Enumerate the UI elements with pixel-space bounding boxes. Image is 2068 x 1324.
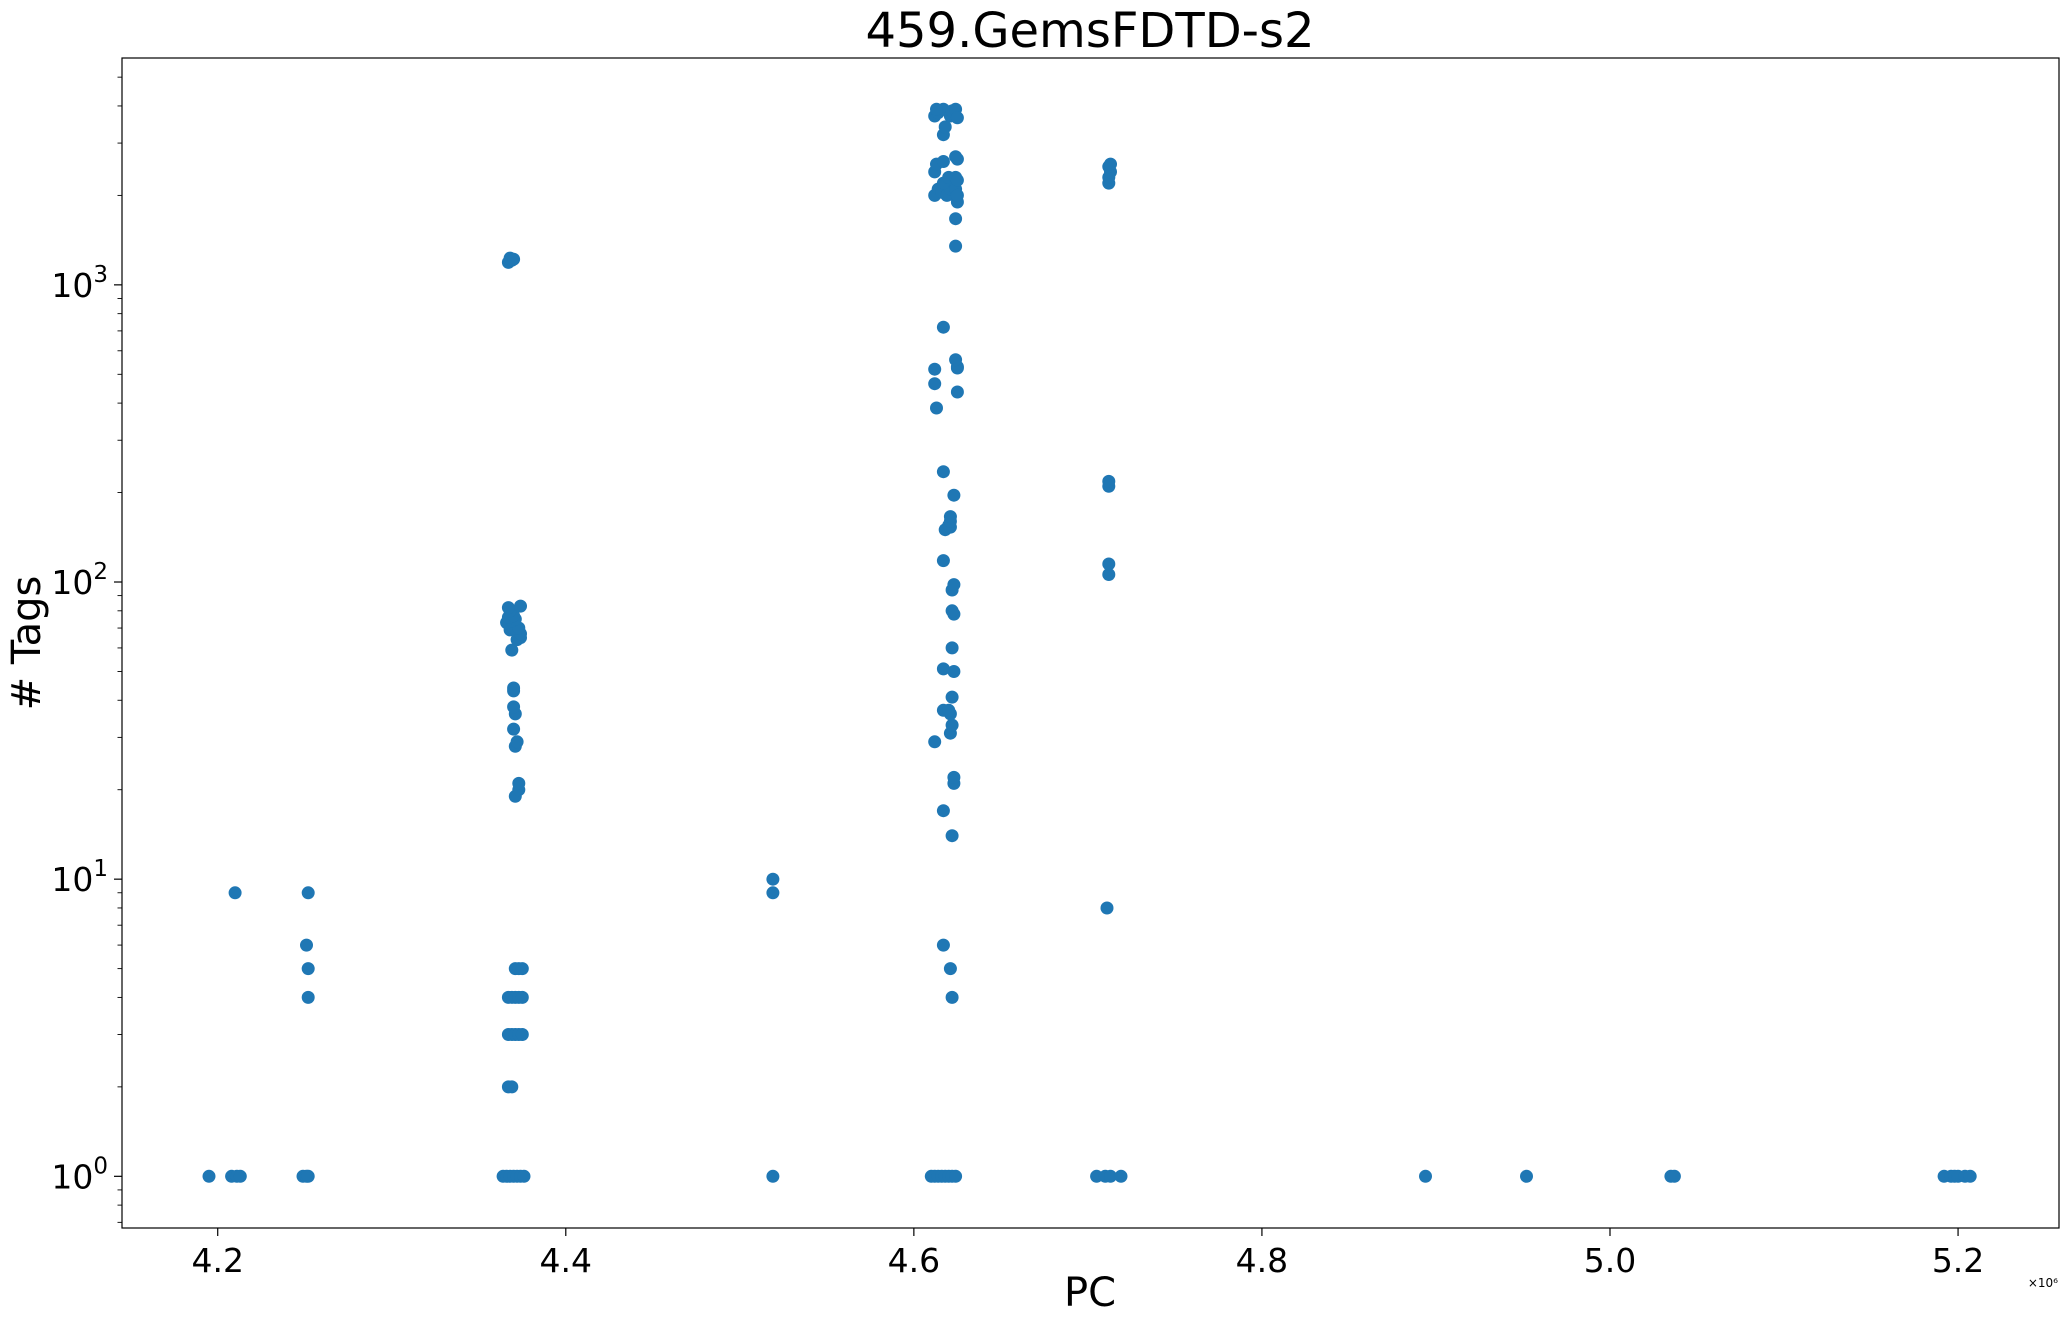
data-point xyxy=(928,362,942,376)
x-axis-label: PC xyxy=(1064,1270,1116,1316)
y-tick-label: 100 xyxy=(51,1153,108,1196)
data-point xyxy=(945,990,959,1004)
data-point xyxy=(936,804,950,818)
data-point xyxy=(945,718,959,732)
data-point xyxy=(517,1169,531,1183)
data-point xyxy=(936,465,950,479)
data-point xyxy=(515,1028,529,1041)
data-point xyxy=(943,510,957,524)
data-point xyxy=(1667,1169,1681,1183)
data-point xyxy=(1114,1169,1128,1183)
data-point xyxy=(1102,568,1116,581)
data-point xyxy=(1104,1169,1117,1183)
chart-title: 459.GemsFDTD-s2 xyxy=(865,3,1314,59)
x-axis: 4.2 4.4 4.6 4.8 5.0 5.2 xyxy=(191,1228,1984,1280)
data-point xyxy=(950,111,964,125)
data-point xyxy=(228,886,242,900)
data-point xyxy=(507,722,521,736)
data-point xyxy=(510,735,524,749)
data-point xyxy=(300,938,313,952)
data-point xyxy=(766,886,780,900)
data-point xyxy=(515,962,529,976)
y-tick-label: 103 xyxy=(51,262,108,305)
data-point xyxy=(1963,1169,1977,1183)
x-offset-label: ×10⁶ xyxy=(2028,1276,2058,1290)
data-point xyxy=(950,385,964,399)
x-tick-label: 4.2 xyxy=(191,1241,243,1280)
data-point xyxy=(928,735,942,749)
data-point xyxy=(1102,557,1116,571)
data-point xyxy=(949,353,963,367)
data-point xyxy=(505,643,519,657)
data-point xyxy=(514,599,527,613)
data-point xyxy=(507,252,521,266)
x-tick-label: 5.2 xyxy=(1932,1241,1984,1280)
data-point xyxy=(936,320,950,334)
y-axis: 100 101 102 103 xyxy=(51,76,122,1223)
data-point xyxy=(950,173,964,187)
data-point xyxy=(945,641,959,655)
data-point xyxy=(949,1169,963,1183)
plot-frame xyxy=(121,57,2060,1229)
data-point xyxy=(942,703,956,717)
data-point xyxy=(945,829,959,843)
y-axis-label: # Tags xyxy=(4,576,50,711)
data-point xyxy=(945,604,959,618)
x-tick-label: 4.8 xyxy=(1236,1241,1288,1280)
data-point xyxy=(1520,1169,1533,1183)
data-point xyxy=(507,700,521,714)
data-point xyxy=(936,662,950,676)
data-point xyxy=(501,601,515,615)
data-point xyxy=(301,962,315,976)
data-point xyxy=(301,1169,315,1183)
data-point xyxy=(947,578,961,592)
data-point xyxy=(1100,901,1114,915)
data-point xyxy=(233,1169,247,1183)
data-point xyxy=(515,990,529,1004)
data-point xyxy=(947,665,961,678)
data-point xyxy=(945,690,959,704)
data-points xyxy=(202,102,1977,1183)
data-point xyxy=(943,962,957,976)
data-point xyxy=(1102,474,1116,488)
data-point xyxy=(936,155,950,168)
y-tick-label: 101 xyxy=(51,856,108,899)
data-point xyxy=(301,886,315,900)
data-point xyxy=(930,102,943,116)
data-point xyxy=(1104,157,1117,171)
data-point xyxy=(950,188,964,202)
data-point xyxy=(936,938,950,952)
y-tick-label: 102 xyxy=(51,559,108,602)
data-point xyxy=(947,488,961,502)
data-point xyxy=(507,681,521,695)
data-point xyxy=(301,990,315,1004)
data-point xyxy=(766,872,780,886)
x-tick-label: 4.4 xyxy=(540,1241,592,1280)
data-point xyxy=(505,1080,519,1094)
data-point xyxy=(950,152,964,166)
data-point xyxy=(949,212,963,226)
data-point xyxy=(512,776,526,790)
data-point xyxy=(930,401,943,415)
data-point xyxy=(1419,1169,1432,1183)
data-point xyxy=(947,770,961,784)
x-tick-label: 4.6 xyxy=(888,1241,940,1280)
data-point xyxy=(938,120,952,134)
data-point xyxy=(766,1169,780,1183)
data-point xyxy=(949,239,963,253)
data-point xyxy=(928,377,942,391)
data-point xyxy=(936,554,950,568)
x-tick-label: 5.0 xyxy=(1584,1241,1636,1280)
data-point xyxy=(202,1169,216,1183)
